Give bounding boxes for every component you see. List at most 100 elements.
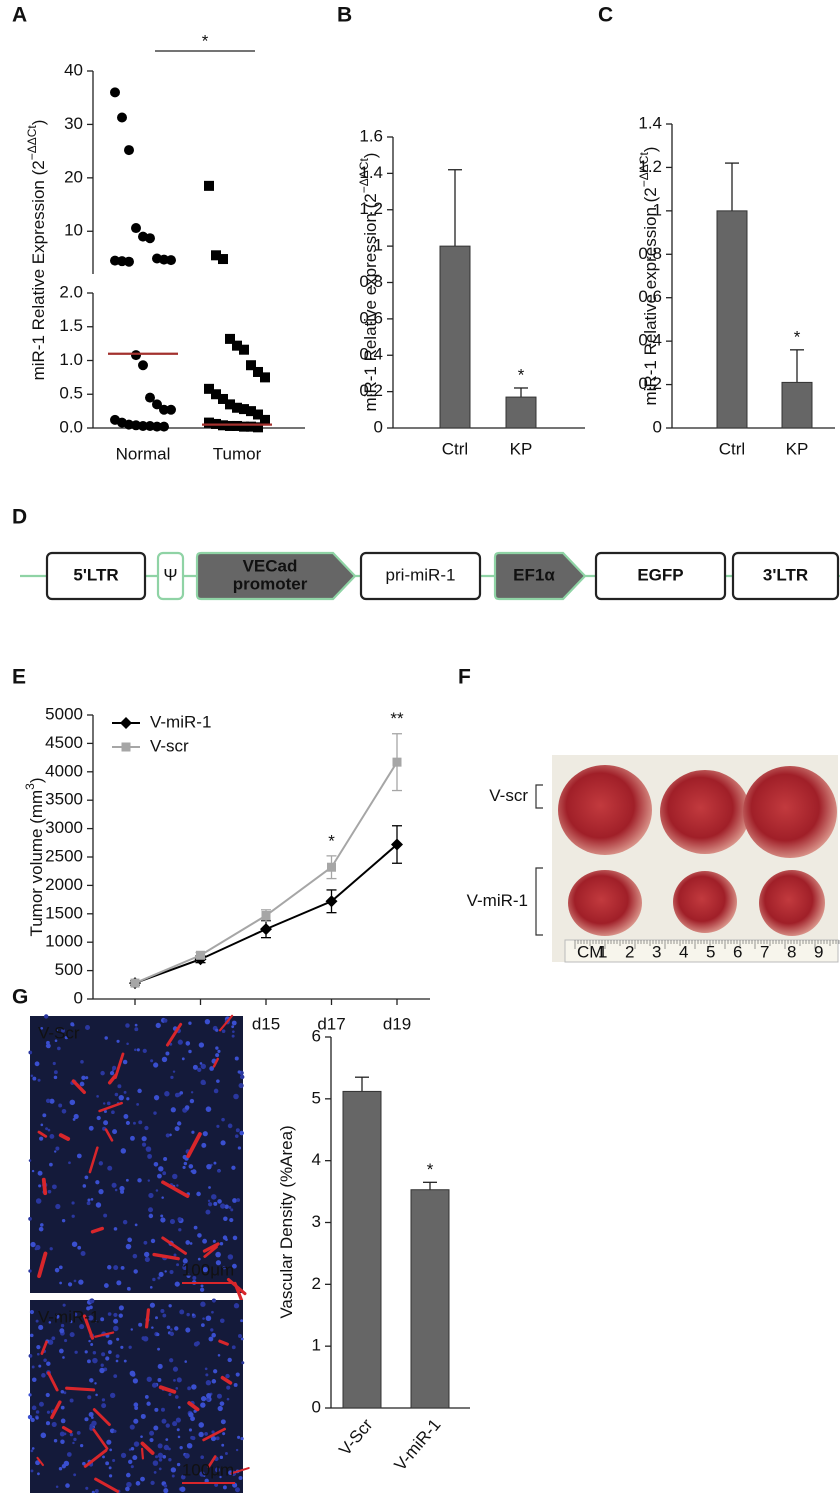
nucleus [102,1102,106,1105]
y-tick-label: 0.6 [359,308,383,327]
nucleus [133,1269,138,1274]
nucleus [163,1488,169,1493]
nucleus [237,1435,241,1439]
data-point [117,112,127,123]
vector-element [195,551,357,601]
nucleus [202,1266,208,1273]
vessel [90,1226,104,1234]
nucleus [149,1430,155,1436]
nucleus [55,1146,60,1151]
nucleus [126,1097,130,1101]
nucleus [68,1161,71,1165]
nucleus [147,1179,151,1182]
nucleus [227,1357,232,1363]
nucleus [130,1135,135,1141]
nucleus [30,1449,34,1453]
nucleus [233,1303,240,1309]
nucleus [125,1178,129,1182]
y-axis-label-part: −ΔΔCt [637,152,651,188]
data-point [166,404,176,415]
nucleus [188,1021,192,1025]
nucleus [105,1461,110,1466]
nucleus [152,1460,159,1466]
nucleus [204,1367,208,1371]
vessel [226,1277,247,1296]
x-tick-label: d19 [383,1014,411,1033]
y-tick-label: 0.2 [638,374,662,393]
nucleus [58,1265,63,1270]
nucleus [115,1359,119,1363]
y-tick-label: 0.6 [638,287,662,306]
nucleus [58,1466,63,1471]
nucleus [165,1423,170,1428]
nucleus [163,1444,170,1451]
nucleus [217,1049,221,1053]
y-tick-label: 0 [312,1397,321,1416]
nucleus [127,1237,133,1243]
nucleus [185,1041,191,1046]
vessel [92,1408,111,1426]
nucleus [230,1208,234,1212]
nucleus [123,1090,127,1094]
nucleus [166,1325,171,1330]
y-axis-label-part: 3 [23,783,37,790]
nucleus [157,1363,163,1369]
nucleus [229,1217,234,1223]
nucleus [85,1024,91,1031]
y-tick-label: 1 [653,200,662,219]
nucleus [53,1070,58,1075]
legend-label: V-miR-1 [150,712,211,731]
nucleus [130,1372,136,1377]
nucleus [157,1377,162,1382]
data-point [204,180,214,191]
y-tick-label: 3000 [45,818,83,837]
y-axis-label-part: ) [361,153,380,159]
nucleus [213,1201,218,1206]
nucleus [120,1148,127,1154]
micrograph [30,1016,243,1293]
nucleus [140,1435,143,1438]
nucleus [91,1420,97,1426]
nucleus [165,1051,170,1056]
y-axis-label-part: −ΔΔCt [25,125,39,161]
nucleus [164,1091,170,1097]
nucleus [233,1382,238,1387]
nucleus [220,1419,226,1425]
nucleus [192,1276,197,1280]
nucleus [157,1173,162,1179]
nucleus [116,1039,120,1043]
nucleus [80,1251,86,1257]
nucleus [235,1372,240,1377]
y-tick-label: 500 [55,960,83,979]
nucleus [184,1360,187,1363]
vector-element [594,551,727,601]
panel-label: D [12,506,27,529]
nucleus [190,1435,194,1440]
nucleus [211,1332,216,1338]
ruler-label: 1 [598,942,607,961]
nucleus [168,1304,172,1308]
nucleus [239,1130,244,1136]
nucleus [172,1070,176,1073]
nucleus [217,1354,221,1357]
nucleus [123,1359,127,1363]
nucleus [213,1161,217,1165]
nucleus [144,1395,149,1399]
nucleus [153,1425,159,1431]
nucleus [237,1070,241,1074]
nucleus [35,1410,40,1414]
nucleus [101,1403,107,1409]
bar [781,381,813,429]
nucleus [165,1438,169,1441]
nucleus [205,1373,209,1377]
x-tick-label: Ctrl [442,439,468,458]
nucleus [182,1264,188,1271]
data-point [131,223,141,234]
nucleus [84,1417,89,1422]
vector-element [156,551,185,601]
nucleus [65,1483,70,1488]
nucleus [39,1136,44,1141]
y-axis-label-part: Vascular Density (%Area) [277,1125,296,1318]
nucleus [202,1238,208,1244]
